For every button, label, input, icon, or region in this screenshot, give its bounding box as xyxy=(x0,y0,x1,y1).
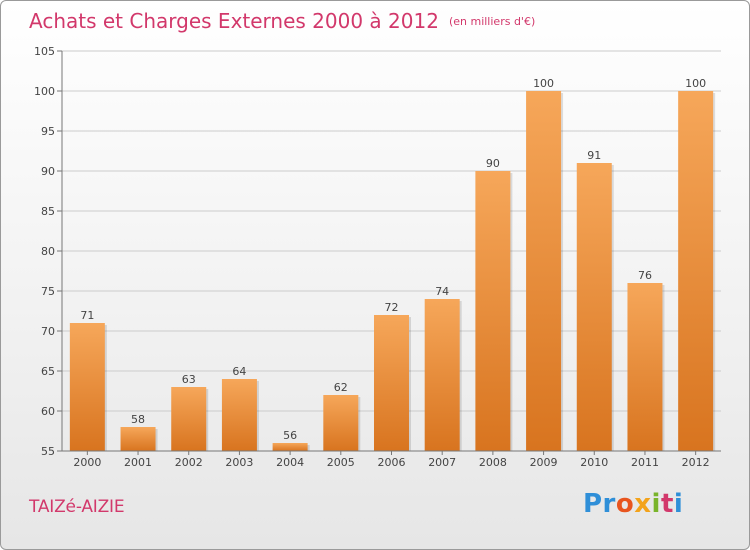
bar-2012 xyxy=(678,91,714,451)
data-label: 56 xyxy=(283,429,297,442)
x-tick-label: 2002 xyxy=(175,456,203,469)
data-label: 76 xyxy=(638,269,652,282)
bar-2010 xyxy=(576,163,612,451)
y-tick-label: 95 xyxy=(41,125,55,138)
y-tick-label: 80 xyxy=(41,245,55,258)
bar-2011 xyxy=(627,283,663,451)
labels: 55 60 65 70 75 80 85 90 95 100 105 71 2000 58 2001 63 20… xyxy=(34,45,710,469)
data-label: 64 xyxy=(232,365,246,378)
x-tick-label: 2012 xyxy=(682,456,710,469)
y-tick-label: 105 xyxy=(34,45,55,58)
x-tick-label: 2006 xyxy=(378,456,406,469)
y-tick-label: 85 xyxy=(41,205,55,218)
data-label: 62 xyxy=(334,381,348,394)
x-tick-label: 2001 xyxy=(124,456,152,469)
y-tick-label: 90 xyxy=(41,165,55,178)
axes xyxy=(57,50,721,455)
bar-2009 xyxy=(526,91,562,451)
x-tick-label: 2008 xyxy=(479,456,507,469)
chart-title: Achats et Charges Externes 2000 à 2012 (e… xyxy=(29,9,535,33)
data-label: 74 xyxy=(435,285,449,298)
bar-2001 xyxy=(120,427,156,451)
chart-unit: (en milliers d'€) xyxy=(448,15,536,28)
x-tick-label: 2000 xyxy=(73,456,101,469)
y-tick-label: 60 xyxy=(41,405,55,418)
bar-2000 xyxy=(69,323,105,451)
x-tick-label: 2010 xyxy=(580,456,608,469)
bar-2008 xyxy=(475,171,511,451)
proxiti-logo: Proxiti xyxy=(583,489,684,519)
bar-2006 xyxy=(374,315,409,451)
data-label: 91 xyxy=(587,149,601,162)
x-tick-label: 2004 xyxy=(276,456,304,469)
data-label: 100 xyxy=(685,77,706,90)
data-label: 71 xyxy=(80,309,94,322)
y-tick-label: 70 xyxy=(41,325,55,338)
bars xyxy=(69,91,716,451)
x-tick-label: 2009 xyxy=(530,456,558,469)
x-tick-label: 2007 xyxy=(428,456,456,469)
x-tick-label: 2011 xyxy=(631,456,659,469)
data-label: 63 xyxy=(182,373,196,386)
data-label: 58 xyxy=(131,413,145,426)
bar-2005 xyxy=(323,395,359,451)
y-tick-label: 75 xyxy=(41,285,55,298)
x-tick-label: 2005 xyxy=(327,456,355,469)
x-tick-label: 2003 xyxy=(225,456,253,469)
y-tick-label: 65 xyxy=(41,365,55,378)
chart-title-text: Achats et Charges Externes 2000 à 2012 xyxy=(29,9,439,33)
bar-2003 xyxy=(221,379,257,451)
data-label: 72 xyxy=(385,301,399,314)
bar-2004 xyxy=(272,443,308,451)
town-name: TAIZé-AIZIE xyxy=(29,497,125,517)
y-tick-label: 100 xyxy=(34,85,55,98)
data-label: 100 xyxy=(533,77,554,90)
data-label: 90 xyxy=(486,157,500,170)
bar-2007 xyxy=(424,299,460,451)
bar-2002 xyxy=(171,387,207,451)
y-tick-label: 55 xyxy=(41,445,55,458)
